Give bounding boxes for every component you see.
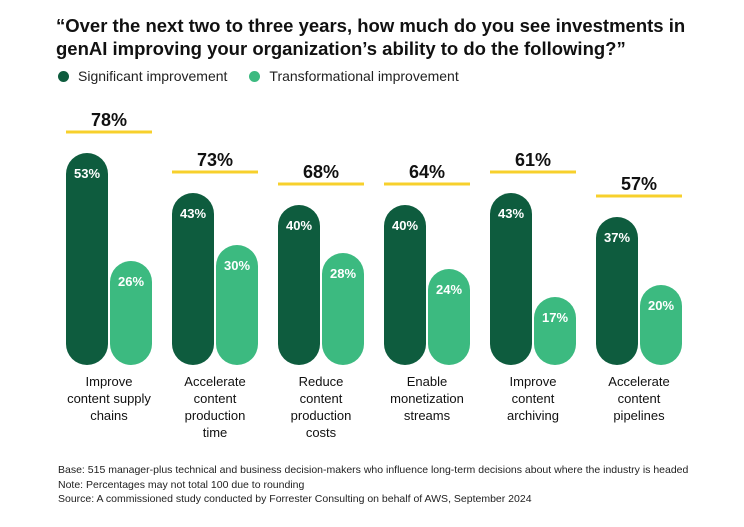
footnotes: Base: 515 manager-plus technical and bus… (58, 463, 708, 507)
bar-label-significant-3: 40% (286, 218, 312, 233)
total-label-4: 64% (409, 162, 445, 182)
total-label-1: 78% (91, 110, 127, 130)
category-label-2: Accelerate content production time (184, 374, 245, 440)
bar-significant-1 (66, 153, 108, 365)
bar-label-transformational-5: 17% (542, 310, 568, 325)
bar-label-transformational-2: 30% (224, 258, 250, 273)
total-label-3: 68% (303, 162, 339, 182)
category-label-1: Improve content supply chains (67, 374, 151, 423)
category-label-4: Enable monetization streams (390, 374, 464, 423)
bar-label-transformational-1: 26% (118, 274, 144, 289)
bar-significant-2 (172, 193, 214, 365)
bar-transformational-3 (322, 253, 364, 365)
bar-label-significant-1: 53% (74, 166, 100, 181)
total-label-5: 61% (515, 150, 551, 170)
bar-label-transformational-4: 24% (436, 282, 462, 297)
total-label-2: 73% (197, 150, 233, 170)
note-base: Base: 515 manager-plus technical and bus… (58, 464, 689, 476)
note-rounding: Note: Percentages may not total 100 due … (58, 478, 305, 491)
legend-label-transformational: Transformational improvement (269, 68, 459, 84)
legend-label-significant: Significant improvement (78, 68, 228, 84)
legend-item-significant: Significant improvement (58, 68, 227, 84)
legend-swatch-significant (58, 70, 69, 82)
category-label-6: Accelerate content pipelines (608, 374, 669, 423)
legend: Significant improvement Transformational… (58, 68, 481, 84)
bar-label-transformational-6: 20% (648, 298, 674, 313)
bar-label-significant-2: 43% (180, 206, 206, 221)
bar-label-transformational-3: 28% (330, 266, 356, 281)
bar-chart: 53% 26% 78% Improve content supply chains 43% 3… (66, 110, 682, 440)
bar-label-significant-5: 43% (498, 206, 524, 221)
total-label-6: 57% (621, 174, 657, 194)
bar-label-significant-4: 40% (392, 218, 418, 233)
legend-swatch-transformational (249, 70, 261, 82)
bar-transformational-5 (534, 297, 576, 365)
category-label-3: Reduce content production costs (291, 374, 352, 440)
chart-title: “Over the next two to three years, how m… (56, 15, 686, 59)
bar-significant-6 (596, 217, 638, 365)
category-label-5: Improve content archiving (507, 374, 559, 423)
bar-transformational-1 (110, 261, 152, 365)
bar-transformational-2 (216, 245, 258, 365)
bar-significant-4 (384, 205, 426, 365)
bar-label-significant-6: 37% (604, 230, 630, 245)
legend-item-transformational: Transformational improvement (249, 68, 459, 84)
note-source: Source: A commissioned study conducted b… (58, 493, 532, 505)
bar-transformational-6 (640, 285, 682, 365)
bar-significant-5 (490, 193, 532, 365)
bar-significant-3 (278, 205, 320, 365)
bar-transformational-4 (428, 269, 470, 365)
